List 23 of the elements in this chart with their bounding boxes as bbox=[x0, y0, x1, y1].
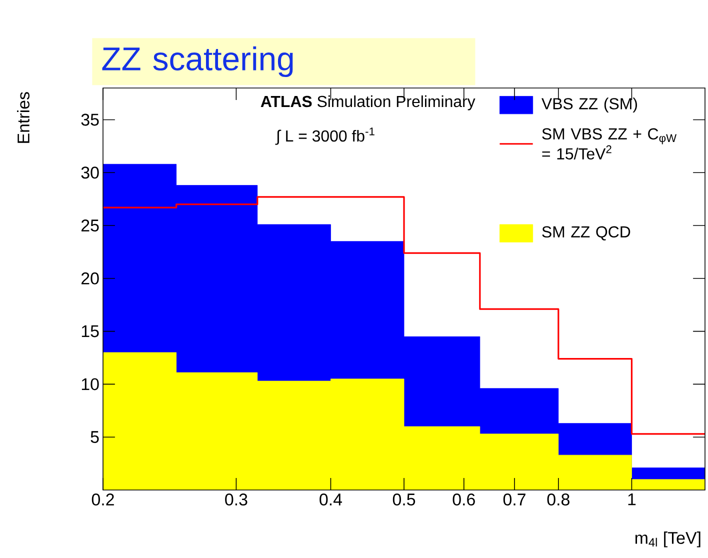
y-tick-label: 35 bbox=[81, 114, 99, 126]
x-tick-label: 0.4 bbox=[320, 494, 342, 506]
y-tick-label: 10 bbox=[82, 378, 99, 390]
x-tick-label: 0.8 bbox=[547, 494, 570, 506]
legend-label: SM ZZ QCD bbox=[542, 226, 630, 240]
y-tick-label: 25 bbox=[82, 220, 99, 232]
x-tick-label: 0.7 bbox=[503, 494, 526, 506]
y-axis-title: Entries bbox=[17, 92, 30, 143]
legend-label: VBS ZZ (SM) bbox=[542, 98, 637, 112]
x-tick-label: 0.3 bbox=[225, 494, 248, 506]
annotation: ∫ L = 3000 fb$^{-1}$ bbox=[275, 128, 374, 145]
x-axis-title: m$_{4l}$ [TeV] bbox=[635, 532, 700, 548]
y-tick-label: 5 bbox=[90, 431, 99, 444]
x-tick-label: 0.2 bbox=[92, 494, 114, 506]
x-tick-label: 1 bbox=[628, 494, 636, 506]
chart-title: ZZ scattering bbox=[102, 46, 293, 78]
x-tick-label: 0.5 bbox=[392, 494, 416, 506]
annotation: ATLAS Simulation Preliminary bbox=[260, 95, 476, 110]
text: SM VBS ZZ + C$_{φW}$ = 15/TeV$^{2}$ bbox=[542, 128, 677, 160]
y-tick-label: 20 bbox=[82, 272, 99, 284]
x-tick-label: 0.6 bbox=[452, 494, 475, 506]
y-tick-label: 30 bbox=[81, 166, 99, 179]
y-tick-label: 15 bbox=[82, 325, 99, 338]
